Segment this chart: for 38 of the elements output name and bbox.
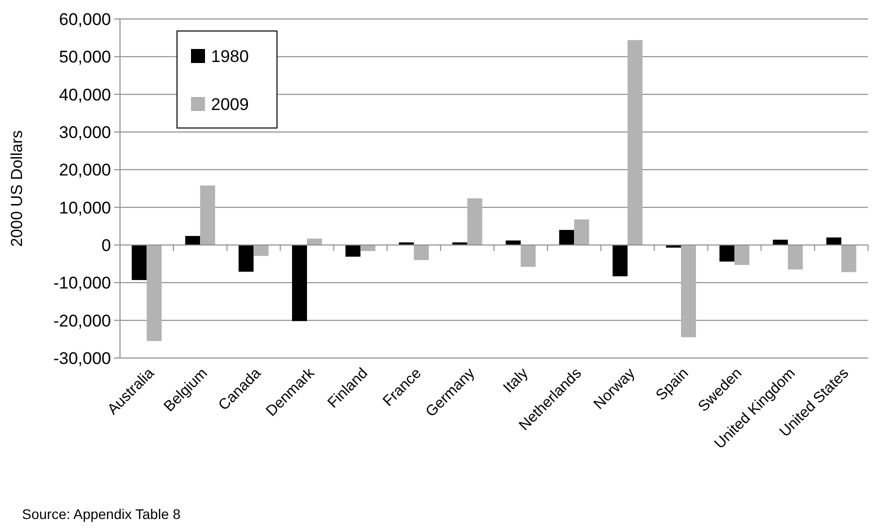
bar	[146, 245, 162, 342]
bar	[719, 245, 734, 262]
y-axis-title: 2000 US Dollars	[9, 130, 26, 247]
bar	[132, 245, 147, 280]
y-tick-label: 10,000	[59, 198, 111, 218]
bar	[292, 245, 307, 322]
bar	[200, 185, 216, 245]
bar	[574, 219, 590, 245]
bar	[788, 245, 803, 270]
bar	[628, 40, 643, 245]
bar	[612, 245, 628, 276]
bar	[345, 245, 360, 257]
bar	[826, 237, 842, 245]
bar	[414, 245, 429, 260]
bar	[254, 245, 269, 256]
y-tick-label: 60,000	[59, 10, 111, 29]
y-tick-label: -20,000	[53, 311, 111, 330]
y-tick-label: 30,000	[59, 122, 111, 142]
legend-label: 1980	[211, 46, 249, 66]
y-tick-label: 50,000	[59, 48, 111, 67]
bar	[307, 238, 322, 245]
bar	[360, 245, 376, 252]
y-tick-label: 20,000	[59, 160, 111, 180]
bar	[238, 245, 254, 272]
bar	[520, 245, 536, 267]
y-tick-label: 0	[102, 236, 111, 255]
y-tick-label: -10,000	[53, 274, 111, 293]
bar	[772, 240, 788, 245]
y-tick-label: -30,000	[53, 348, 111, 368]
bar	[467, 198, 482, 245]
legend-label: 2009	[211, 94, 249, 114]
bar	[681, 245, 696, 338]
bar	[841, 245, 856, 272]
bar	[734, 245, 750, 265]
bar	[185, 236, 200, 245]
bar	[559, 230, 574, 245]
source-note: Source: Appendix Table 8	[22, 506, 181, 522]
y-tick-label: 40,000	[59, 85, 111, 104]
